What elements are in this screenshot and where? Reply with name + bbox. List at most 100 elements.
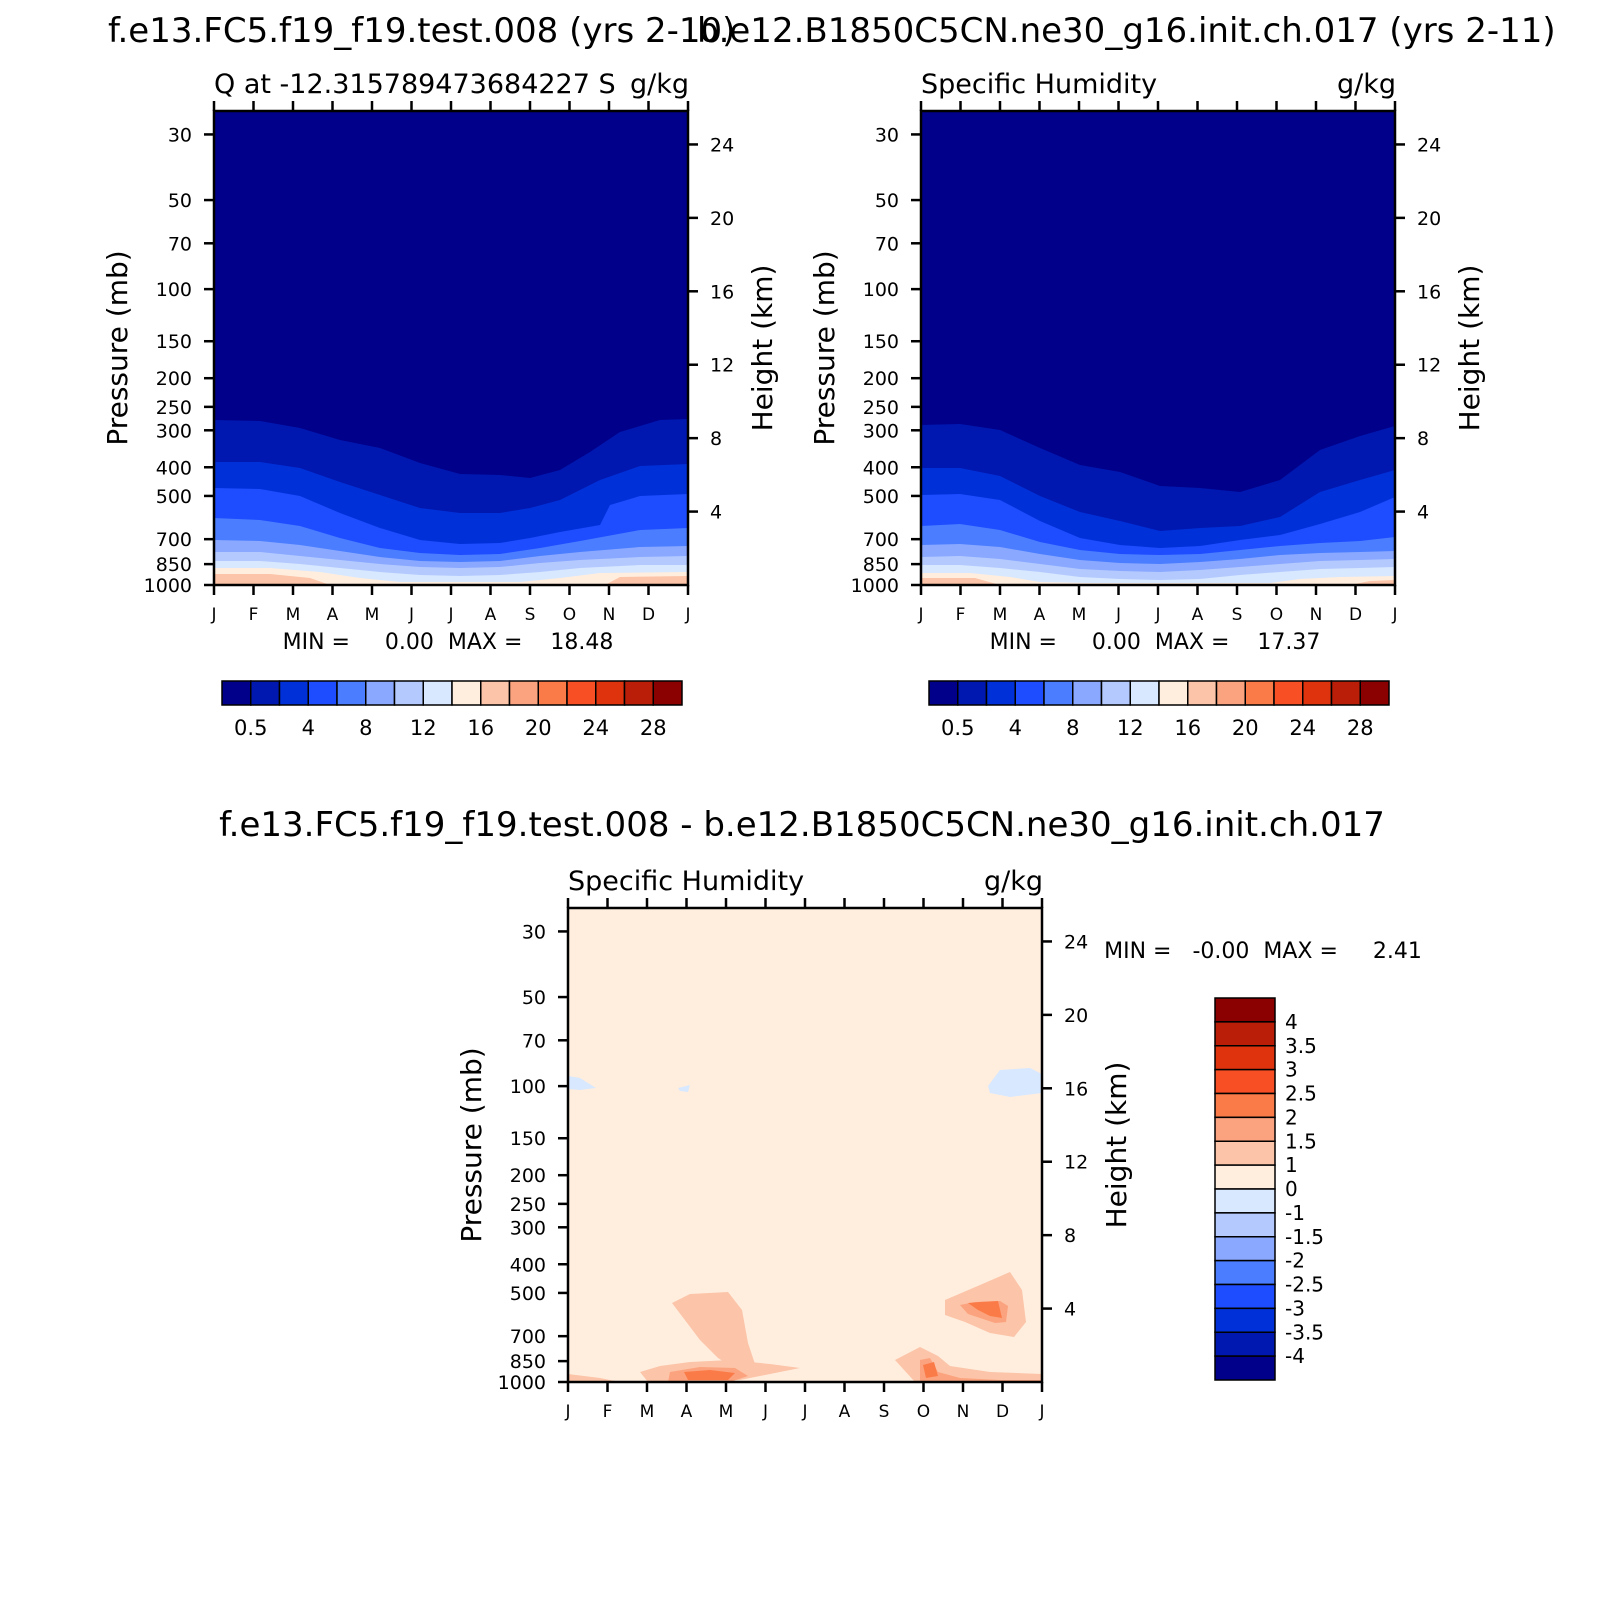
x-tick-label: J	[1154, 605, 1160, 625]
y-tick-label: 150	[156, 331, 192, 353]
panel-test-plot-area	[212, 109, 690, 587]
y-tick-label: 500	[863, 486, 899, 508]
panel-diff: Specific Humidity g/kg Pressure (mb) Hei…	[455, 866, 1422, 1422]
x-tick-label: S	[525, 605, 536, 625]
panel-control: Specific Humidity g/kg Pressure (mb) Hei…	[808, 69, 1486, 740]
y-tick-label: 150	[510, 1128, 546, 1150]
y-tick-label: 200	[863, 368, 899, 390]
y-tick-label: 30	[168, 124, 192, 146]
panel-control-left-title: Specific Humidity	[921, 69, 1157, 100]
x-tick-label: F	[603, 1402, 613, 1422]
y-tick-label: 400	[510, 1254, 546, 1276]
y-tick-label: 850	[863, 554, 899, 576]
colorbar-swatch	[566, 680, 597, 706]
colorbar-swatch	[1043, 680, 1074, 706]
panel-diff-left-title: Specific Humidity	[568, 866, 804, 897]
x-tick-label: J	[1038, 1402, 1044, 1422]
test-layer-8	[214, 568, 688, 585]
colorbar-swatch	[623, 680, 654, 706]
colorbar-swatch	[1214, 1355, 1276, 1381]
colorbar-swatch	[1214, 1068, 1276, 1095]
x-tick-label: O	[1270, 605, 1283, 625]
colorbar-swatch	[307, 680, 338, 706]
x-tick-label: J	[564, 1402, 570, 1422]
colorbar-swatch	[928, 680, 959, 706]
panel-diff-plot-area	[566, 906, 1044, 1384]
colorbar-swatch	[393, 680, 424, 706]
panel-test-units: g/kg	[630, 69, 689, 100]
y-tick-label: 50	[522, 987, 546, 1009]
control-y2label: Height (km)	[1453, 265, 1486, 432]
colorbar-label: 12	[1117, 716, 1144, 740]
colorbar-swatch	[508, 680, 539, 706]
colorbar-swatch	[1214, 997, 1276, 1023]
x-tick-label: F	[956, 605, 966, 625]
y-tick-label: 250	[510, 1194, 546, 1216]
diff-pos-upper-left	[672, 1292, 755, 1372]
y-tick-label: 30	[522, 921, 546, 943]
colorbar-swatch	[1302, 680, 1333, 706]
y2-tick-label: 8	[1417, 428, 1429, 450]
x-tick-label: D	[1349, 605, 1362, 625]
colorbar-swatch	[1214, 1140, 1276, 1166]
y-tick-label: 850	[156, 554, 192, 576]
colorbar-swatch	[1214, 1045, 1276, 1071]
colorbar-label: -2.5	[1285, 1273, 1324, 1297]
colorbar-label: 4	[302, 716, 315, 740]
y2-tick-label: 20	[710, 208, 734, 230]
y-tick-label: 250	[156, 397, 192, 419]
y2-tick-label: 12	[1417, 355, 1441, 377]
colorbar-swatch	[336, 680, 367, 706]
colorbar-swatch	[1100, 680, 1131, 706]
x-tick-label: A	[1192, 605, 1204, 625]
y-tick-label: 700	[510, 1326, 546, 1348]
y-tick-label: 200	[510, 1165, 546, 1187]
colorbar-swatch	[1214, 1236, 1276, 1262]
colorbar-label: 12	[410, 716, 437, 740]
y-tick-label: 1000	[498, 1372, 546, 1394]
y-tick-label: 150	[863, 331, 899, 353]
colorbar-swatch	[451, 680, 482, 706]
colorbar-label: 3	[1285, 1058, 1298, 1082]
y2-tick-label: 8	[710, 428, 722, 450]
colorbar-swatch	[221, 680, 252, 706]
colorbar-swatch	[1014, 680, 1045, 706]
colorbar-label: 0.5	[941, 716, 974, 740]
y2-tick-label: 20	[1064, 1005, 1088, 1027]
y-tick-label: 500	[156, 486, 192, 508]
y-tick-label: 70	[168, 233, 192, 255]
x-tick-label: J	[801, 1402, 807, 1422]
x-tick-label: J	[447, 605, 453, 625]
x-tick-label: N	[1310, 605, 1323, 625]
x-tick-label: A	[681, 1402, 693, 1422]
y2-tick-label: 24	[710, 134, 734, 156]
colorbar-label: 24	[582, 716, 609, 740]
colorbar-label: 8	[1066, 716, 1079, 740]
colorbar-label: 28	[640, 716, 667, 740]
x-tick-label: S	[1232, 605, 1243, 625]
y2-tick-label: 20	[1417, 208, 1441, 230]
y2-tick-label: 16	[1064, 1078, 1088, 1100]
colorbar-swatch	[1214, 1188, 1276, 1214]
y-tick-label: 400	[156, 457, 192, 479]
test-colorbar: 0.5 4 8 12 16 20 24 28	[221, 680, 683, 740]
x-tick-label: J	[917, 605, 923, 625]
colorbar-label: 2	[1285, 1105, 1298, 1129]
panel-test-min-max: MIN = 0.00 MAX = 18.48	[283, 630, 614, 655]
y-tick-label: 700	[863, 529, 899, 551]
panel-control-units: g/kg	[1337, 69, 1396, 100]
x-tick-label: M	[993, 605, 1008, 625]
panel-control-top-title: b.e12.B1850C5CN.ne30_g16.init.ch.017 (yr…	[697, 11, 1556, 51]
diff-ylabel: Pressure (mb)	[455, 1047, 488, 1242]
colorbar-label: -3.5	[1285, 1320, 1324, 1344]
y-tick-label: 250	[863, 397, 899, 419]
x-tick-label: M	[719, 1402, 734, 1422]
x-tick-label: N	[603, 605, 616, 625]
y-tick-label: 70	[522, 1030, 546, 1052]
y-tick-label: 50	[875, 190, 899, 212]
colorbar-label: 1.5	[1285, 1129, 1317, 1153]
